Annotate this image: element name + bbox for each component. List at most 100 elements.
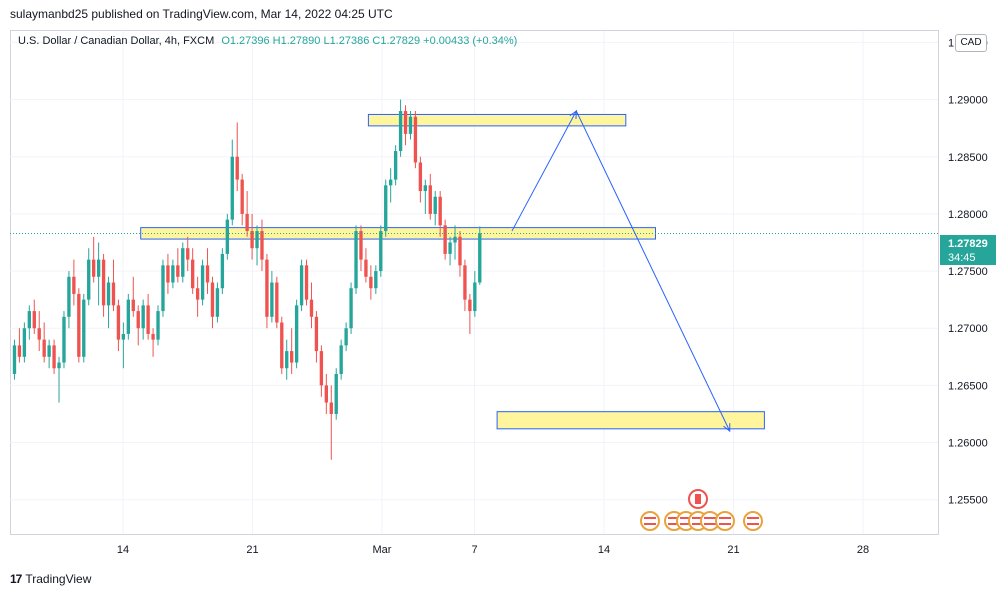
flag-stripe — [644, 517, 656, 519]
candle-body — [423, 185, 427, 192]
candle-body — [106, 282, 111, 306]
candle-body — [294, 305, 299, 363]
flag-stripe — [680, 523, 692, 525]
candle-body — [393, 151, 398, 180]
chart-pane[interactable] — [10, 30, 939, 535]
time-tick-label: Mar — [373, 544, 392, 556]
price-tag-countdown: 34:45 — [948, 252, 976, 264]
time-tick-label: 28 — [857, 544, 869, 556]
candle-body — [22, 328, 27, 357]
symbol-legend[interactable]: U.S. Dollar / Canadian Dollar, 4h, FXCM … — [18, 35, 517, 47]
flag-stripe — [747, 523, 759, 525]
candle-body — [374, 271, 378, 289]
candle-body — [181, 248, 185, 277]
price-axis: 1.295001.290001.285001.280001.275001.270… — [948, 37, 988, 506]
arrow-head — [723, 423, 731, 433]
chart-grid — [10, 31, 938, 534]
candle-body — [141, 305, 145, 329]
candle-body — [111, 282, 116, 306]
us-flag-icon — [640, 511, 660, 531]
footer: 17 TradingView — [10, 572, 91, 586]
candle-body — [205, 265, 210, 283]
candle-body — [215, 288, 220, 317]
price-tick-label: 1.29000 — [948, 95, 988, 107]
us-flag-icon — [743, 511, 763, 531]
candle-body — [290, 351, 294, 363]
candle-body — [359, 231, 363, 260]
candle-body — [275, 282, 279, 323]
candle-body — [146, 305, 150, 334]
candle-body — [82, 299, 86, 357]
candle-body — [101, 259, 106, 306]
candle-body — [87, 259, 91, 300]
candle-body — [473, 282, 477, 312]
candle-body — [166, 265, 170, 283]
price-tick-label: 1.28500 — [948, 152, 988, 164]
flag-stripe — [680, 517, 692, 519]
candle-body — [433, 196, 437, 214]
flag-stripe — [704, 517, 716, 519]
candle-body — [299, 265, 304, 306]
candle-body — [12, 345, 17, 374]
candle-body — [42, 339, 46, 357]
candle-body — [448, 242, 452, 254]
candle-body — [37, 328, 41, 340]
candle-body — [47, 345, 51, 357]
candle-body — [96, 259, 101, 277]
publish-attribution: sulaymanbd25 published on TradingView.co… — [10, 7, 393, 21]
flag-stripe — [704, 523, 716, 525]
time-axis: 14 21 Mar 7 14 21 28 — [117, 544, 869, 556]
currency-button[interactable]: CAD — [955, 34, 987, 52]
candle-body — [463, 265, 467, 300]
candle-body — [280, 322, 284, 369]
footer-brand[interactable]: TradingView — [25, 572, 92, 586]
candle-body — [176, 265, 180, 277]
candle-body — [245, 213, 249, 232]
candle-body — [428, 185, 432, 214]
candle-body — [468, 299, 472, 312]
candle-body — [438, 196, 442, 226]
candle-body — [62, 316, 66, 363]
candle-body — [52, 345, 56, 369]
candle-body — [67, 276, 71, 317]
arrow-head — [569, 110, 577, 120]
flag-stripe — [719, 517, 731, 519]
zones-layer — [140, 113, 765, 430]
maple-leaf-icon — [695, 494, 701, 504]
lower-support-zone — [496, 411, 765, 430]
flag-stripe — [692, 517, 704, 519]
candle-body — [398, 111, 403, 152]
candle-body — [235, 156, 239, 180]
candle-body — [255, 231, 259, 249]
projection-arrow — [511, 109, 731, 433]
candle-body — [344, 328, 348, 346]
candle-body — [314, 316, 319, 352]
candle-body — [126, 299, 130, 334]
candle-body — [304, 265, 309, 300]
flag-stripe — [747, 517, 759, 519]
candle-body — [161, 265, 165, 312]
candle-body — [72, 276, 76, 294]
flag-stripe — [644, 523, 656, 525]
flag-stripe — [668, 523, 680, 525]
candle-body — [77, 293, 81, 357]
candle-body — [116, 305, 121, 340]
candle-body — [354, 231, 358, 289]
candle-body — [349, 288, 353, 329]
candle-body — [200, 265, 205, 300]
candle-body — [210, 282, 215, 317]
candle-body — [413, 116, 418, 163]
candle-body — [369, 276, 373, 289]
flag-stripe — [692, 523, 704, 525]
candle-body — [319, 351, 324, 386]
candle-body — [329, 402, 333, 414]
candle-body — [171, 265, 175, 283]
candle-body — [478, 233, 482, 283]
price-tag-value: 1.27829 — [948, 238, 988, 250]
time-tick-label: 21 — [727, 544, 739, 556]
flag-stripe — [719, 523, 731, 525]
candle-body — [92, 259, 96, 277]
candle-body — [265, 259, 269, 317]
candle-body — [17, 345, 22, 357]
